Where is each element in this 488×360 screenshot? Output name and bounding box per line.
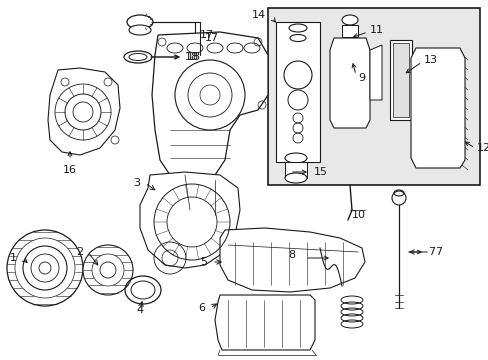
Text: 7: 7	[434, 247, 441, 257]
Bar	[389, 40, 411, 120]
Circle shape	[83, 245, 133, 295]
Ellipse shape	[285, 173, 306, 183]
Bar	[275, 22, 319, 162]
Text: 5: 5	[200, 257, 206, 267]
Polygon shape	[152, 32, 267, 178]
Ellipse shape	[341, 15, 357, 25]
Circle shape	[7, 230, 83, 306]
Ellipse shape	[285, 153, 306, 163]
Bar	[392, 43, 408, 117]
Polygon shape	[329, 38, 369, 128]
Text: 6: 6	[198, 303, 204, 313]
Text: 3: 3	[133, 178, 140, 188]
Text: 9: 9	[357, 73, 365, 83]
Ellipse shape	[289, 35, 305, 41]
Polygon shape	[48, 68, 120, 155]
Polygon shape	[215, 295, 314, 350]
Text: 2: 2	[76, 247, 83, 257]
Bar	[267, 8, 479, 185]
Ellipse shape	[129, 25, 151, 35]
Text: 12: 12	[476, 143, 488, 153]
Bar	[285, 162, 306, 178]
Text: 17: 17	[200, 30, 214, 40]
Text: 17: 17	[204, 33, 219, 43]
Text: 16: 16	[63, 165, 77, 175]
Circle shape	[92, 254, 124, 286]
Text: 18: 18	[184, 52, 199, 62]
Polygon shape	[140, 172, 240, 268]
Text: 1: 1	[10, 253, 17, 263]
Text: 13: 13	[423, 55, 437, 65]
Text: 15: 15	[313, 167, 327, 177]
Ellipse shape	[288, 24, 306, 32]
Text: 8: 8	[287, 250, 294, 260]
Polygon shape	[410, 48, 464, 168]
Polygon shape	[369, 45, 381, 100]
Text: 7: 7	[427, 247, 434, 257]
Text: 14: 14	[251, 10, 265, 20]
Ellipse shape	[127, 15, 153, 29]
Text: 18: 18	[186, 52, 201, 62]
Text: 4: 4	[136, 305, 143, 315]
Text: 11: 11	[369, 25, 383, 35]
Circle shape	[15, 238, 75, 298]
Bar	[341, 25, 357, 37]
Polygon shape	[220, 228, 364, 292]
Text: 10: 10	[351, 210, 365, 220]
